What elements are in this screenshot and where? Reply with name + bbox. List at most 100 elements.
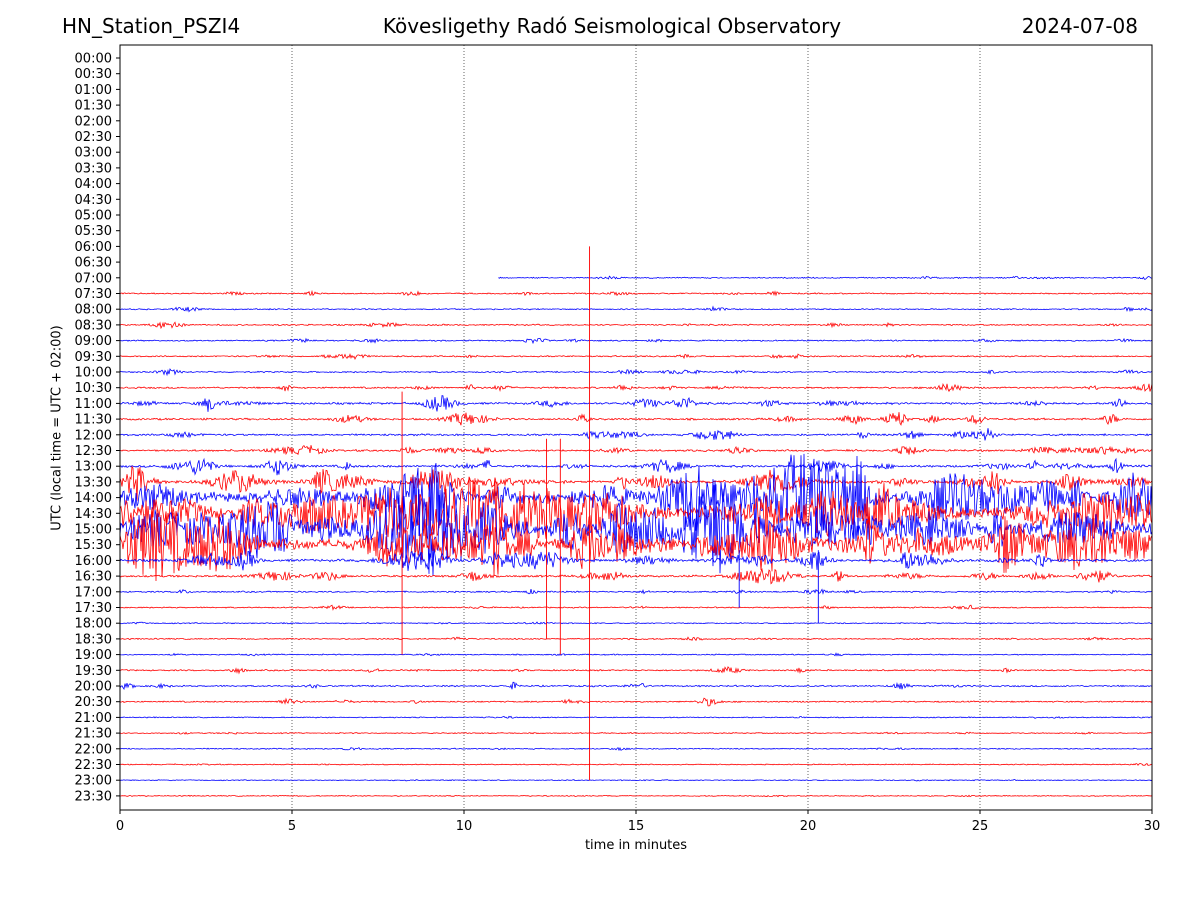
y-tick-label: 21:30 xyxy=(75,727,112,742)
y-tick-label: 06:00 xyxy=(75,240,112,255)
x-tick-label: 15 xyxy=(628,819,645,834)
trace-2000 xyxy=(120,681,1152,690)
y-tick-label: 23:00 xyxy=(75,774,112,789)
trace-2030 xyxy=(120,697,1152,707)
y-tick-label: 13:30 xyxy=(75,475,112,490)
y-tick-label: 01:00 xyxy=(75,83,112,98)
y-tick-label: 09:30 xyxy=(75,350,112,365)
x-axis-label: time in minutes xyxy=(584,838,688,853)
trace-1500 xyxy=(120,484,1152,577)
y-tick-label: 16:00 xyxy=(75,554,112,569)
y-tick-label: 08:00 xyxy=(75,303,112,318)
y-tick-label: 17:30 xyxy=(75,601,112,616)
y-tick-label: 10:30 xyxy=(75,381,112,396)
y-tick-label: 19:30 xyxy=(75,664,112,679)
y-tick-label: 11:00 xyxy=(75,397,112,412)
trace-1830 xyxy=(120,636,1152,642)
trace-1100 xyxy=(120,395,1152,412)
trace-1000 xyxy=(120,368,1152,377)
spike-marks xyxy=(401,246,819,781)
plot-date: 2024-07-08 xyxy=(1021,14,1138,38)
x-tick-label: 0 xyxy=(116,819,124,834)
y-tick-label: 01:30 xyxy=(75,99,112,114)
trace-1900 xyxy=(120,652,1152,657)
y-tick-label: 12:30 xyxy=(75,444,112,459)
x-tick-label: 30 xyxy=(1144,819,1161,834)
y-tick-label: 18:30 xyxy=(75,632,112,647)
y-tick-label: 09:00 xyxy=(75,334,112,349)
y-tick-label: 05:30 xyxy=(75,224,112,239)
y-tick-label: 23:30 xyxy=(75,789,112,804)
y-tick-label: 05:00 xyxy=(75,209,112,224)
trace-2330 xyxy=(120,794,1152,798)
y-tick-label: 18:00 xyxy=(75,617,112,632)
y-tick-label: 22:00 xyxy=(75,742,112,757)
y-tick-label: 02:30 xyxy=(75,130,112,145)
trace-2130 xyxy=(120,731,1152,735)
y-tick-label: 14:30 xyxy=(75,507,112,522)
trace-2200 xyxy=(120,747,1152,752)
trace-1630 xyxy=(120,567,1152,585)
x-tick-label: 5 xyxy=(288,819,296,834)
y-tick-label: 21:00 xyxy=(75,711,112,726)
y-tick-label: 22:30 xyxy=(75,758,112,773)
y-tick-label: 06:30 xyxy=(75,256,112,271)
trace-0830 xyxy=(120,321,1152,330)
y-tick-label: 14:00 xyxy=(75,491,112,506)
grid-lines xyxy=(291,45,981,810)
trace-1200 xyxy=(120,428,1152,441)
trace-1300 xyxy=(120,457,1152,476)
trace-0930 xyxy=(120,353,1152,360)
y-tick-label: 15:00 xyxy=(75,523,112,538)
trace-1730 xyxy=(120,604,1152,611)
trace-2100 xyxy=(120,715,1152,719)
trace-0900 xyxy=(120,337,1152,345)
trace-0700 xyxy=(498,275,1152,280)
trace-1330 xyxy=(120,465,1152,501)
y-axis-ticks: 00:0000:3001:0001:3002:0002:3003:0003:30… xyxy=(75,52,120,804)
x-tick-label: 20 xyxy=(800,819,817,834)
trace-1230 xyxy=(120,445,1152,456)
trace-1930 xyxy=(120,666,1152,675)
trace-1030 xyxy=(120,382,1152,393)
y-axis-label: UTC (local time = UTC + 02:00) xyxy=(49,325,65,531)
x-axis-ticks: 0 5 10 15 20 25 30 xyxy=(116,810,1160,834)
y-tick-label: 17:00 xyxy=(75,585,112,600)
y-tick-label: 04:30 xyxy=(75,193,112,208)
y-tick-label: 11:30 xyxy=(75,413,112,428)
y-tick-label: 07:30 xyxy=(75,287,112,302)
y-tick-label: 02:00 xyxy=(75,114,112,129)
trace-2300 xyxy=(120,779,1152,782)
y-tick-label: 16:30 xyxy=(75,570,112,585)
trace-1530 xyxy=(120,508,1152,582)
trace-1400 xyxy=(120,453,1152,540)
y-tick-label: 20:00 xyxy=(75,680,112,695)
y-tick-label: 03:30 xyxy=(75,161,112,176)
observatory-title: Kövesligethy Radó Seismological Observat… xyxy=(382,14,842,38)
y-tick-label: 00:00 xyxy=(75,52,112,67)
y-tick-label: 10:00 xyxy=(75,366,112,381)
station-name: HN_Station_PSZI4 xyxy=(62,14,241,38)
y-tick-label: 15:30 xyxy=(75,538,112,553)
x-tick-label: 10 xyxy=(456,819,473,834)
y-tick-label: 20:30 xyxy=(75,695,112,710)
trace-2230 xyxy=(120,762,1152,766)
y-tick-label: 04:00 xyxy=(75,177,112,192)
y-tick-label: 00:30 xyxy=(75,67,112,82)
y-tick-label: 08:30 xyxy=(75,318,112,333)
trace-1130 xyxy=(120,412,1152,426)
trace-1430 xyxy=(120,476,1152,544)
trace-0800 xyxy=(120,305,1152,313)
y-tick-label: 19:00 xyxy=(75,648,112,663)
y-tick-label: 12:00 xyxy=(75,428,112,443)
trace-1800 xyxy=(120,621,1152,625)
trace-0730 xyxy=(120,289,1152,297)
trace-1700 xyxy=(120,588,1152,595)
trace-lines xyxy=(120,275,1152,798)
y-tick-label: 13:00 xyxy=(75,460,112,475)
y-tick-label: 03:00 xyxy=(75,146,112,161)
x-tick-label: 25 xyxy=(972,819,989,834)
y-tick-label: 07:00 xyxy=(75,271,112,286)
trace-1600 xyxy=(120,548,1152,571)
